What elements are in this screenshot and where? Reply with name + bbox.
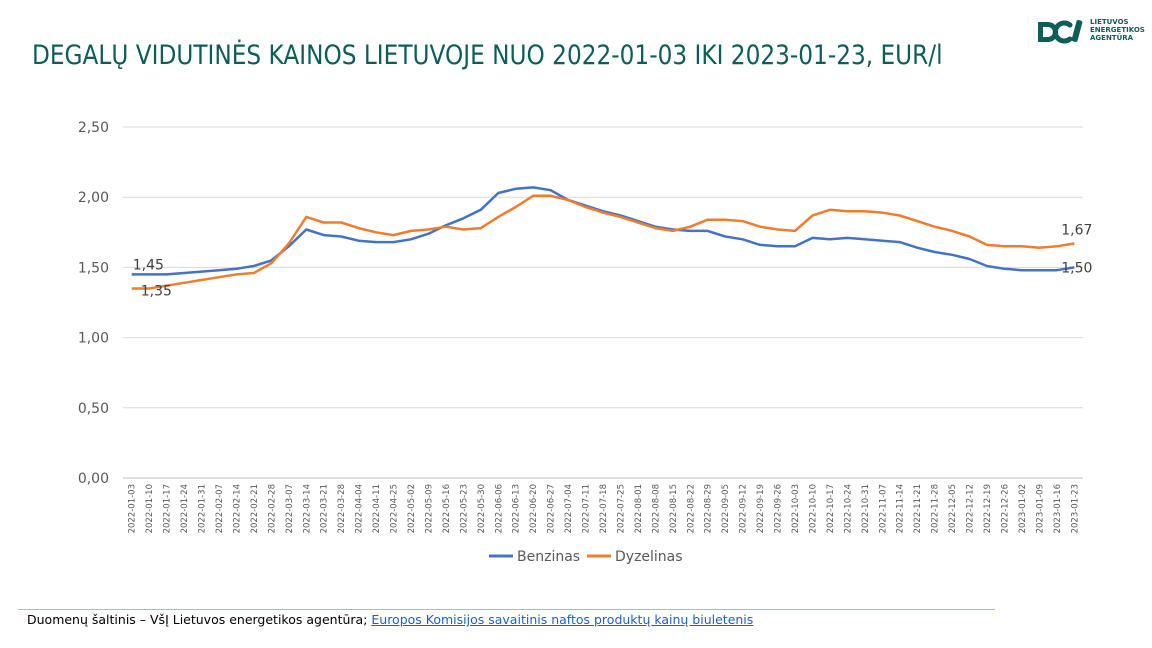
y-tick-label: 1,50	[78, 260, 109, 276]
x-tick-label: 2022-05-23	[459, 484, 469, 533]
x-tick-label: 2022-08-22	[686, 484, 696, 533]
x-tick-label: 2022-12-26	[1000, 484, 1010, 533]
x-tick-label: 2022-11-14	[896, 484, 906, 533]
x-tick-label: 2022-04-04	[355, 484, 365, 533]
x-tick-label: 2022-08-29	[704, 484, 714, 533]
x-tick-label: 2022-08-15	[669, 484, 679, 533]
x-tick-label: 2023-01-09	[1035, 484, 1045, 533]
x-tick-label: 2022-10-24	[843, 484, 853, 533]
x-tick-label: 2022-02-21	[250, 484, 260, 533]
x-tick-label: 2022-11-28	[931, 484, 941, 533]
data-label: 1,50	[1061, 260, 1092, 276]
logo-text: LIETUVOS ENERGETIKOS AGENTŪRA	[1090, 18, 1145, 42]
legend-label: Benzinas	[517, 549, 580, 565]
x-tick-label: 2022-05-30	[477, 484, 487, 533]
x-tick-label: 2022-01-03	[128, 484, 138, 533]
x-tick-label: 2023-01-02	[1018, 484, 1028, 533]
y-tick-label: 0,00	[78, 471, 109, 487]
x-tick-label: 2022-12-05	[948, 484, 958, 533]
series-line-dyzelinas	[131, 194, 1075, 290]
footer-source: Duomenų šaltinis – VšĮ Lietuvos energeti…	[27, 612, 753, 627]
footer-divider	[18, 609, 995, 610]
x-tick-label: 2022-09-26	[774, 484, 784, 533]
x-tick-label: 2022-10-10	[808, 484, 818, 533]
x-tick-label: 2022-09-05	[721, 484, 731, 533]
x-tick-label: 2022-01-10	[145, 484, 155, 533]
x-tick-label: 2023-01-23	[1070, 484, 1080, 533]
x-tick-label: 2022-02-28	[267, 484, 277, 533]
x-tick-label: 2022-11-07	[878, 484, 888, 533]
source-label: Duomenų šaltinis – VšĮ Lietuvos energeti…	[27, 612, 372, 627]
x-tick-label: 2022-06-06	[494, 484, 504, 533]
agency-logo: LIETUVOS ENERGETIKOS AGENTŪRA	[1036, 16, 1146, 48]
logo-line: ENERGETIKOS	[1090, 26, 1145, 34]
line-chart: 0,00 0,50 1,00 1,50 2,00 2,50 2022-01-03 2022-0…	[78, 120, 1093, 565]
logo-line: LIETUVOS	[1090, 18, 1129, 26]
x-tick-label: 2022-07-18	[599, 484, 609, 533]
y-tick-label: 2,50	[78, 120, 109, 136]
x-tick-label: 2022-05-09	[424, 484, 434, 533]
x-tick-label: 2022-01-24	[180, 484, 190, 533]
logo-mark-icon	[1038, 20, 1083, 44]
x-tick-label: 2022-05-02	[407, 484, 417, 533]
x-tick-label: 2022-12-19	[983, 484, 993, 533]
x-tick-label: 2022-08-08	[651, 484, 661, 533]
chart-title: DEGALŲ VIDUTINĖS KAINOS LIETUVOJE NUO 20…	[32, 40, 943, 71]
x-tick-label: 2022-09-19	[756, 484, 766, 533]
source-link[interactable]: Europos Komisijos savaitinis naftos prod…	[371, 612, 754, 627]
series-line-benzinas	[131, 186, 1075, 276]
x-tick-label: 2022-06-13	[512, 484, 522, 533]
x-tick-label: 2022-10-17	[826, 484, 836, 533]
y-tick-label: 0,50	[78, 401, 109, 417]
x-tick-label: 2022-10-31	[861, 484, 871, 533]
x-tick-label: 2022-01-17	[163, 484, 173, 533]
x-tick-label: 2022-04-11	[372, 484, 382, 533]
legend-label: Dyzelinas	[615, 549, 683, 565]
x-tick-label: 2022-11-21	[913, 484, 923, 533]
data-label: 1,35	[141, 283, 172, 299]
x-tick-label: 2022-03-07	[285, 484, 295, 533]
x-tick-label: 2022-05-16	[442, 484, 452, 533]
x-tick-label: 2022-12-12	[966, 484, 976, 533]
x-tick-label: 2022-03-14	[302, 484, 312, 533]
x-tick-label: 2022-03-21	[320, 484, 330, 533]
x-tick-label: 2022-10-03	[791, 484, 801, 533]
data-label: 1,45	[133, 257, 164, 273]
x-tick-label: 2022-06-20	[529, 484, 539, 533]
x-tick-label: 2022-02-14	[232, 484, 242, 533]
y-tick-label: 1,00	[78, 331, 109, 347]
x-tick-label: 2022-06-27	[547, 484, 557, 533]
x-tick-label: 2022-08-01	[634, 484, 644, 533]
y-tick-label: 2,00	[78, 190, 109, 206]
logo-line: AGENTŪRA	[1090, 34, 1134, 42]
data-label: 1,67	[1061, 223, 1092, 239]
x-tick-label: 2022-09-12	[739, 484, 749, 533]
x-tick-label: 2022-01-31	[198, 484, 208, 533]
x-tick-label: 2022-02-07	[215, 484, 225, 533]
x-tick-label: 2022-07-11	[582, 484, 592, 533]
x-tick-label: 2022-04-25	[390, 484, 400, 533]
x-tick-label: 2023-01-16	[1053, 484, 1063, 533]
x-tick-label: 2022-03-28	[337, 484, 347, 533]
x-tick-label: 2022-07-25	[616, 484, 626, 533]
x-tick-label: 2022-07-04	[564, 484, 574, 533]
